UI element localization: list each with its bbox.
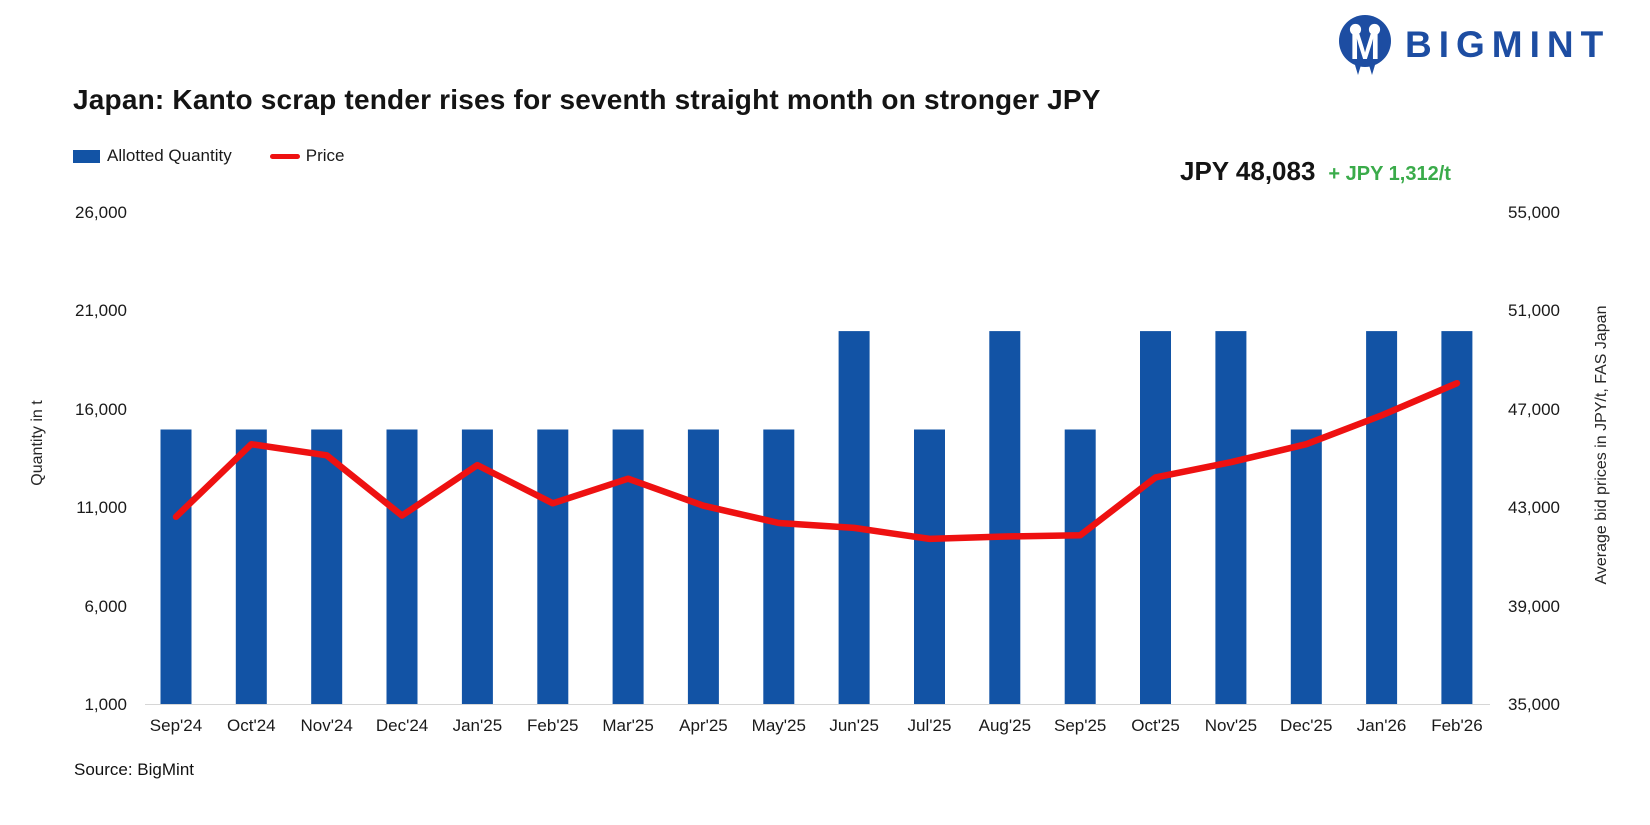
x-label-Feb'25: Feb'25 — [527, 716, 579, 735]
x-label-Jan'25: Jan'25 — [452, 716, 503, 735]
left-tick-1,000: 1,000 — [84, 695, 127, 714]
x-label-Dec'25: Dec'25 — [1280, 716, 1333, 735]
bar-Jan'26 — [1366, 331, 1398, 705]
bigmint-logo-text: BIGMINT — [1405, 24, 1611, 65]
legend: Allotted Quantity Price — [73, 146, 344, 166]
left-tick-21,000: 21,000 — [75, 301, 127, 321]
left-tick-26,000: 26,000 — [75, 203, 127, 222]
x-label-Jul'25: Jul'25 — [907, 716, 952, 735]
bar-Dec'25 — [1290, 429, 1322, 705]
right-tick-55,000: 55,000 — [1508, 203, 1560, 222]
legend-item-allotted-quantity: Allotted Quantity — [73, 146, 232, 166]
x-label-Dec'24: Dec'24 — [375, 716, 429, 735]
x-label-Sep'24: Sep'24 — [149, 716, 203, 735]
latest-price: JPY 48,083 — [1180, 156, 1316, 186]
price-line — [172, 379, 1461, 543]
x-label-Oct'25: Oct'25 — [1131, 716, 1180, 735]
right-tick-47,000: 47,000 — [1508, 399, 1560, 419]
right-tick-43,000: 43,000 — [1508, 498, 1560, 518]
x-label-Nov'25: Nov'25 — [1204, 716, 1258, 735]
legend-label-price: Price — [305, 146, 345, 165]
legend-label-allotted-quantity: Allotted Quantity — [107, 146, 232, 165]
bar-May'25 — [763, 429, 795, 705]
left-tick-6,000: 6,000 — [84, 596, 127, 616]
bar-Nov'24 — [311, 429, 343, 705]
bar-Feb'25 — [537, 429, 569, 705]
legend-bar-swatch — [73, 149, 100, 163]
bar-Oct'24 — [235, 429, 267, 705]
left-tick-11,000: 11,000 — [76, 498, 127, 518]
x-label-Sep'25: Sep'25 — [1053, 716, 1107, 735]
bar-Sep'24 — [160, 429, 192, 705]
bar-Sep'25 — [1064, 429, 1096, 705]
bar-Aug'25 — [989, 331, 1021, 705]
bar-Oct'25 — [1140, 331, 1171, 705]
chart-title: Japan: Kanto scrap tender rises for seve… — [73, 84, 1101, 115]
price-change: + JPY 1,312/t — [1328, 163, 1451, 185]
left-axis-title: Quantity in t — [29, 400, 46, 486]
bar-Feb'26 — [1441, 331, 1473, 705]
right-tick-39,000: 39,000 — [1508, 596, 1560, 616]
x-label-Apr'25: Apr'25 — [679, 716, 728, 735]
right-tick-51,000: 51,000 — [1508, 301, 1560, 321]
latest-price-annotation: JPY 48,083 + JPY 1,312/t — [1180, 156, 1451, 187]
x-label-Nov'24: Nov'24 — [300, 716, 353, 735]
bar-Nov'25 — [1215, 331, 1247, 705]
bigmint-logo: M BIGMINT — [1338, 14, 1610, 76]
right-tick-35,000: 35,000 — [1508, 695, 1560, 714]
x-label-Oct'24: Oct'24 — [227, 716, 276, 735]
x-label-Mar'25: Mar'25 — [602, 716, 654, 735]
chart-svg — [145, 331, 1490, 705]
legend-item-price: Price — [269, 146, 345, 166]
bar-Mar'25 — [612, 429, 644, 705]
legend-line-swatch — [269, 153, 300, 159]
bar-Dec'24 — [386, 429, 418, 705]
bar-Jun'25 — [838, 331, 870, 705]
bar-Jul'25 — [914, 429, 945, 705]
x-label-Jun'25: Jun'25 — [829, 716, 879, 735]
bigmint-logo-icon: M — [1339, 15, 1391, 75]
x-label-Aug'25: Aug'25 — [978, 716, 1032, 735]
bar-Apr'25 — [687, 429, 719, 705]
x-label-May'25: May'25 — [751, 716, 806, 735]
source-note: Source: BigMint — [74, 760, 194, 779]
plot-area — [145, 213, 1490, 705]
right-axis-title: Average bid prices in JPY/t, FAS Japan — [1593, 305, 1610, 585]
x-label-Feb'26: Feb'26 — [1431, 716, 1483, 735]
x-label-Jan'26: Jan'26 — [1356, 716, 1407, 735]
left-tick-16,000: 16,000 — [75, 399, 127, 419]
